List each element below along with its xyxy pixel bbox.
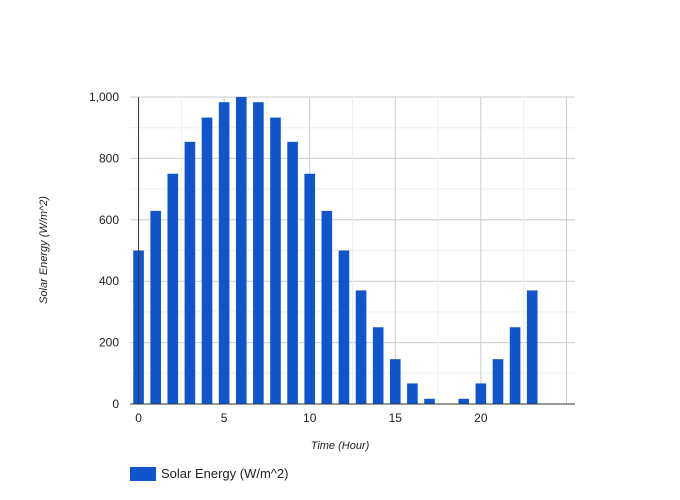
y-tick-label: 400 (99, 274, 119, 288)
bar[interactable] (201, 117, 213, 404)
y-tick-label: 1,000 (89, 90, 119, 104)
axes (130, 97, 575, 405)
bar[interactable] (218, 102, 230, 405)
legend-swatch (130, 466, 156, 481)
y-tick-labels: 0 200 400 600 800 1,000 (89, 90, 119, 411)
bar[interactable] (372, 327, 384, 404)
legend[interactable]: Solar Energy (W/m^2) (130, 466, 288, 481)
x-tick-label: 5 (221, 411, 228, 425)
bar[interactable] (526, 290, 538, 404)
bar[interactable] (167, 173, 179, 404)
bar[interactable] (253, 102, 264, 405)
x-tick-label: 20 (474, 411, 488, 425)
y-tick-label: 800 (99, 151, 119, 165)
bar[interactable] (150, 210, 161, 404)
bar[interactable] (492, 359, 504, 404)
bar[interactable] (304, 173, 316, 404)
grid (130, 96, 575, 404)
bar[interactable] (338, 250, 350, 405)
bar[interactable] (355, 290, 367, 404)
bar[interactable] (270, 117, 281, 404)
bar[interactable] (287, 141, 298, 404)
y-tick-label: 200 (99, 336, 119, 350)
bar[interactable] (389, 359, 401, 404)
bar[interactable] (475, 383, 487, 404)
x-axis-title: Time (Hour) (311, 440, 370, 452)
bar[interactable] (235, 97, 247, 404)
y-tick-label: 600 (99, 213, 119, 227)
bar[interactable] (184, 141, 196, 404)
bar[interactable] (321, 210, 333, 404)
y-axis-title: Solar Energy (W/m^2) (38, 196, 50, 304)
legend-label: Solar Energy (W/m^2) (161, 466, 289, 481)
bar[interactable] (458, 398, 470, 404)
bar[interactable] (509, 327, 521, 404)
y-tick-label: 0 (112, 397, 119, 411)
x-tick-label: 10 (303, 411, 317, 425)
x-tick-label: 15 (389, 411, 403, 425)
x-tick-label: 0 (135, 411, 142, 425)
bar[interactable] (407, 383, 418, 404)
x-tick-labels: 0 5 10 15 20 (135, 411, 488, 425)
bar[interactable] (424, 398, 435, 404)
